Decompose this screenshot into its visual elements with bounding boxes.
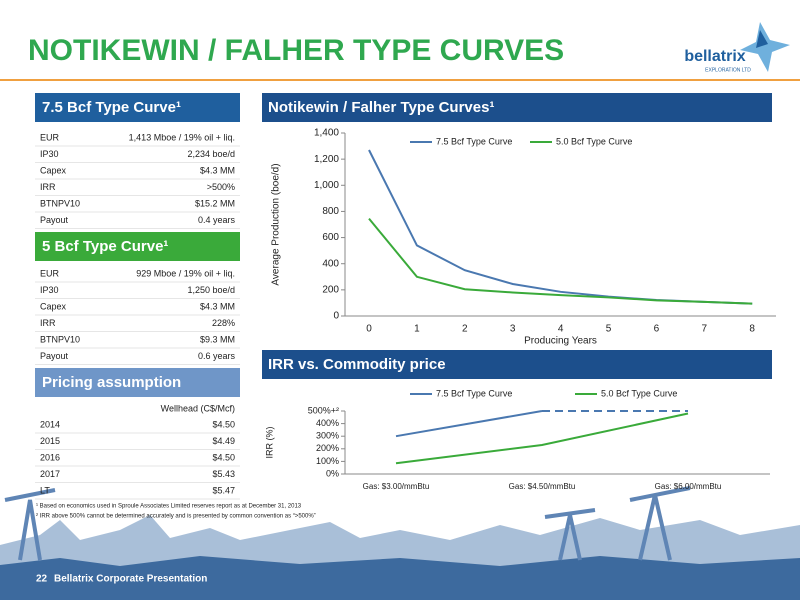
row-value: 2,234 boe/d — [187, 149, 235, 159]
landscape — [0, 486, 800, 600]
row-value: 1,413 Mboe / 19% oil + liq. — [129, 132, 235, 142]
footnote: ¹ Based on economics used in Sproule Ass… — [36, 504, 302, 510]
panel-header — [35, 93, 240, 122]
logo-text: bellatrix — [684, 48, 745, 65]
logo: bellatrix EXPLORATION LTD — [684, 22, 790, 73]
panel-title: 7.5 Bcf Type Curve¹ — [42, 99, 181, 116]
row-label: Capex — [40, 165, 67, 175]
line-series — [368, 149, 753, 305]
row-label: 2017 — [40, 469, 60, 479]
legend-label: 7.5 Bcf Type Curve — [436, 136, 512, 146]
panel-title: Pricing assumption — [42, 374, 181, 391]
row-value: 929 Mboe / 19% oil + liq. — [136, 268, 235, 278]
y-tick-label: 1,400 — [314, 128, 339, 139]
row-value: $4.3 MM — [200, 301, 235, 311]
row-label: LT — [40, 485, 50, 495]
y-axis-label: IRR (%) — [264, 427, 274, 459]
y-tick-label: 600 — [322, 232, 339, 243]
column-header: Wellhead (C$/Mcf) — [161, 403, 235, 413]
x-tick-label: 6 — [654, 324, 660, 335]
row-value: 0.4 years — [198, 215, 236, 225]
x-tick-label: 3 — [510, 324, 516, 335]
row-label: 2016 — [40, 452, 60, 462]
panel-header — [35, 232, 240, 261]
page-number: 22 — [36, 574, 48, 585]
row-label: BTNPV10 — [40, 198, 80, 208]
chart-header — [262, 350, 772, 379]
row-label: BTNPV10 — [40, 334, 80, 344]
x-tick-label: Gas: $6.00/mmBtu — [655, 482, 722, 491]
x-axis-label: Producing Years — [524, 336, 597, 347]
y-tick-label: 0% — [326, 468, 339, 478]
row-label: IRR — [40, 182, 56, 192]
row-label: 2015 — [40, 436, 60, 446]
x-tick-label: Gas: $3.00/mmBtu — [363, 482, 430, 491]
y-tick-label: 200% — [316, 443, 339, 453]
row-label: IP30 — [40, 149, 59, 159]
x-tick-label: 5 — [606, 324, 612, 335]
x-tick-label: 8 — [749, 324, 755, 335]
row-value: $4.50 — [212, 452, 235, 462]
row-value: $15.2 MM — [195, 198, 235, 208]
line-series — [395, 410, 543, 438]
y-tick-label: 200 — [322, 284, 339, 295]
x-tick-label: 0 — [366, 324, 372, 335]
y-tick-label: 0 — [333, 311, 339, 322]
x-tick-label: 2 — [462, 324, 468, 335]
row-label: Payout — [40, 351, 69, 361]
row-label: IRR — [40, 318, 56, 328]
legend-label: 7.5 Bcf Type Curve — [436, 388, 512, 398]
x-tick-label: 7 — [702, 324, 708, 335]
panel-header — [35, 368, 240, 397]
slide-title: NOTIKEWIN / FALHER TYPE CURVES — [28, 34, 564, 67]
row-value: 1,250 boe/d — [187, 285, 235, 295]
row-value: >500% — [207, 182, 235, 192]
legend-label: 5.0 Bcf Type Curve — [556, 136, 632, 146]
y-tick-label: 400 — [322, 258, 339, 269]
line-series — [368, 217, 753, 305]
footnote: ² IRR above 500% cannot be determined ac… — [36, 514, 316, 520]
row-value: $5.43 — [212, 469, 235, 479]
y-tick-label: 1,200 — [314, 154, 339, 165]
row-value: $4.50 — [212, 419, 235, 429]
chart-title: Notikewin / Falher Type Curves¹ — [268, 99, 494, 116]
y-tick-label: 100% — [316, 456, 339, 466]
y-tick-label: 300% — [316, 431, 339, 441]
y-tick-label: 400% — [316, 418, 339, 428]
y-tick-label: 1,000 — [314, 180, 339, 191]
row-label: 2014 — [40, 419, 60, 429]
row-value: $9.3 MM — [200, 334, 235, 344]
legend-label: 5.0 Bcf Type Curve — [601, 388, 677, 398]
row-value: $4.3 MM — [200, 165, 235, 175]
y-tick-label: 800 — [322, 206, 339, 217]
row-label: EUR — [40, 132, 60, 142]
chart-title: IRR vs. Commodity price — [268, 356, 446, 373]
row-label: Capex — [40, 301, 67, 311]
logo-sub: EXPLORATION LTD — [705, 67, 751, 73]
x-tick-label: 1 — [414, 324, 420, 335]
row-value: $4.49 — [212, 436, 235, 446]
row-value: 0.6 years — [198, 351, 236, 361]
panel-title: 5 Bcf Type Curve¹ — [42, 238, 168, 255]
x-tick-label: 4 — [558, 324, 564, 335]
x-tick-label: Gas: $4.50/mmBtu — [509, 482, 576, 491]
row-value: $5.47 — [212, 485, 235, 495]
row-value: 228% — [212, 318, 235, 328]
row-label: IP30 — [40, 285, 59, 295]
line-series — [395, 412, 689, 465]
y-tick-label: 500%+² — [308, 405, 339, 415]
row-label: EUR — [40, 268, 60, 278]
chart-header — [262, 93, 772, 122]
footer-text: Bellatrix Corporate Presentation — [54, 574, 207, 585]
row-label: Payout — [40, 215, 69, 225]
y-axis-label: Average Production (boe/d) — [271, 163, 282, 285]
